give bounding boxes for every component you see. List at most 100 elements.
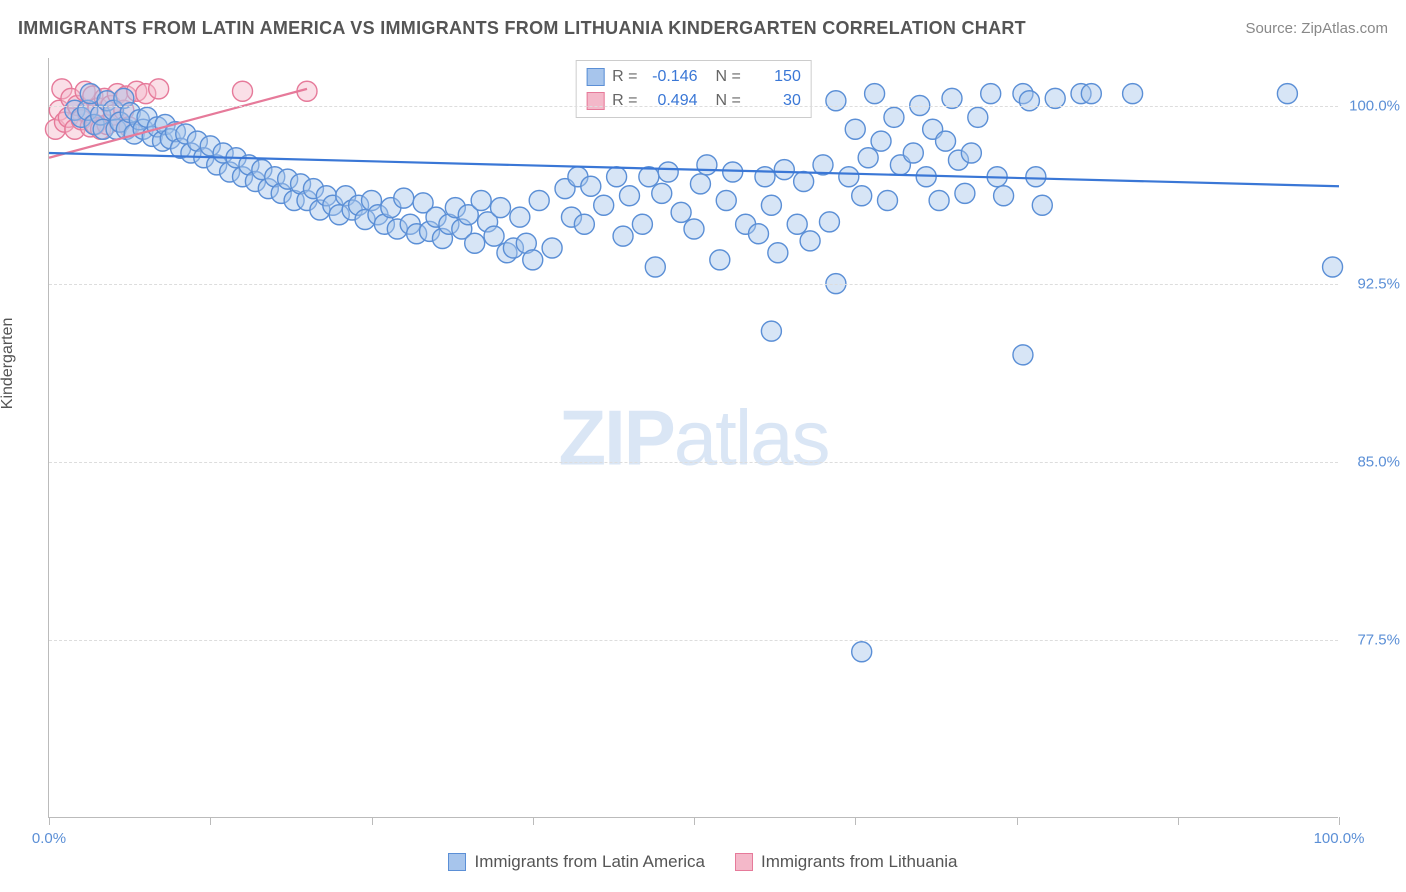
data-point [800,231,820,251]
data-point [1323,257,1343,277]
data-point [671,202,691,222]
data-point [581,176,601,196]
data-point [929,191,949,211]
legend-item: Immigrants from Lithuania [735,852,958,872]
source-label: Source: ZipAtlas.com [1245,20,1388,37]
data-point [149,79,169,99]
data-point [652,183,672,203]
data-point [690,174,710,194]
data-point [994,186,1014,206]
data-point [774,160,794,180]
stats-n-value: 150 [749,65,801,89]
data-point [620,186,640,206]
data-point [858,148,878,168]
data-point [1019,91,1039,111]
data-point [1013,345,1033,365]
data-point [852,186,872,206]
data-point [639,167,659,187]
plot-area: ZIPatlas R =-0.146N =150R =0.494N =30 77… [48,58,1338,818]
data-point [529,191,549,211]
data-point [884,107,904,127]
data-point [542,238,562,258]
stats-box: R =-0.146N =150R =0.494N =30 [575,60,812,118]
data-point [839,167,859,187]
data-point [787,214,807,234]
stats-r-value: -0.146 [646,65,698,89]
data-point [484,226,504,246]
stats-n-label: N = [716,89,741,113]
data-point [684,219,704,239]
title-bar: IMMIGRANTS FROM LATIN AMERICA VS IMMIGRA… [18,18,1388,39]
data-point [826,91,846,111]
data-point [961,143,981,163]
gridline [49,640,1338,641]
stats-n-value: 30 [749,89,801,113]
y-tick-label: 92.5% [1344,275,1400,292]
gridline [49,462,1338,463]
legend-label: Immigrants from Latin America [474,852,705,872]
data-point [574,214,594,234]
data-point [658,162,678,182]
data-point [852,642,872,662]
data-point [394,188,414,208]
data-point [903,143,923,163]
data-point [1081,84,1101,104]
data-point [878,191,898,211]
legend-swatch [448,853,466,871]
data-point [233,81,253,101]
gridline [49,284,1338,285]
data-point [523,250,543,270]
data-point [632,214,652,234]
chart-svg [49,58,1338,817]
data-point [819,212,839,232]
stats-n-label: N = [716,65,741,89]
data-point [761,195,781,215]
data-point [613,226,633,246]
stats-swatch [586,92,604,110]
data-point [716,191,736,211]
stats-r-label: R = [612,89,637,113]
stats-r-value: 0.494 [646,89,698,113]
data-point [723,162,743,182]
data-point [755,167,775,187]
y-tick-label: 100.0% [1344,97,1400,114]
x-tick-label: 100.0% [1314,830,1365,847]
chart-title: IMMIGRANTS FROM LATIN AMERICA VS IMMIGRA… [18,18,1026,39]
stats-swatch [586,68,604,86]
data-point [955,183,975,203]
gridline [49,106,1338,107]
data-point [697,155,717,175]
x-tick [1017,817,1018,825]
data-point [749,224,769,244]
data-point [981,84,1001,104]
x-tick [1178,817,1179,825]
stats-row: R =-0.146N =150 [586,65,801,89]
data-point [1032,195,1052,215]
x-tick-label: 0.0% [32,830,66,847]
y-tick-label: 77.5% [1344,631,1400,648]
data-point [594,195,614,215]
data-point [710,250,730,270]
y-axis-label: Kindergarten [0,318,17,410]
data-point [845,119,865,139]
data-point [1277,84,1297,104]
data-point [794,172,814,192]
data-point [936,131,956,151]
x-tick [210,817,211,825]
y-tick-label: 85.0% [1344,453,1400,470]
x-tick [533,817,534,825]
x-tick [49,817,50,825]
data-point [491,198,511,218]
data-point [968,107,988,127]
data-point [768,243,788,263]
data-point [1026,167,1046,187]
legend-swatch [735,853,753,871]
x-tick [372,817,373,825]
data-point [871,131,891,151]
data-point [1123,84,1143,104]
x-tick [1339,817,1340,825]
legend-label: Immigrants from Lithuania [761,852,958,872]
x-tick [694,817,695,825]
data-point [645,257,665,277]
bottom-legend: Immigrants from Latin America Immigrants … [0,852,1406,872]
